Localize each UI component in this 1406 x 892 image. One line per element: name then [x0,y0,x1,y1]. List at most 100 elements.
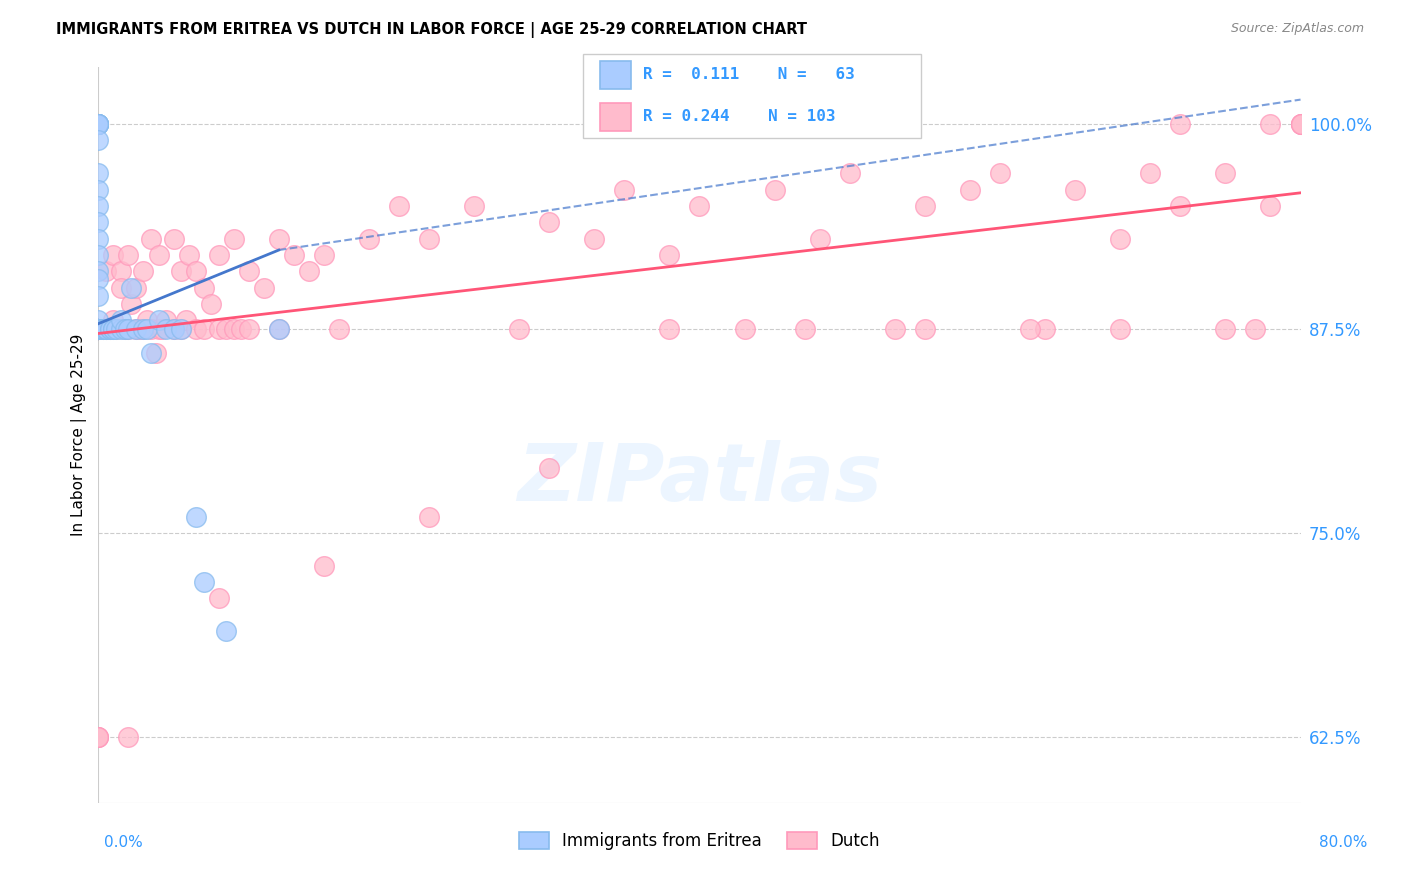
Point [793,321,815,335]
Point [1109,321,1132,335]
Point [94,321,117,335]
Point [87,117,110,131]
Point [110,280,132,294]
Point [87,321,110,335]
Point [312,558,335,573]
Point [87,321,110,335]
Text: 80.0%: 80.0% [1319,836,1367,850]
Point [103,321,125,335]
Point [688,199,710,213]
Point [222,231,245,245]
Point [1260,117,1282,131]
Point [117,731,139,745]
Point [87,117,110,131]
Point [1289,117,1312,131]
Point [103,313,125,327]
Point [155,313,177,327]
Point [148,313,170,327]
Point [87,321,110,335]
Point [959,182,981,196]
Point [87,166,110,180]
Point [763,182,786,196]
Point [87,321,110,335]
Point [184,264,207,278]
Point [135,313,157,327]
Point [1019,321,1042,335]
Point [91,321,114,335]
Point [117,248,139,262]
Point [87,264,110,278]
Point [418,509,440,524]
Text: R = 0.244    N = 103: R = 0.244 N = 103 [643,110,835,124]
Point [208,248,231,262]
Point [734,321,756,335]
Point [139,231,162,245]
Point [132,321,155,335]
Point [87,313,110,327]
Point [117,321,139,335]
Point [87,321,110,335]
Point [583,231,606,245]
Point [193,321,215,335]
Point [162,321,184,335]
Point [658,321,681,335]
Point [110,313,132,327]
Point [155,321,177,335]
Point [91,321,114,335]
Point [193,574,215,589]
Point [103,248,125,262]
Point [87,731,110,745]
Point [283,248,305,262]
Point [114,321,136,335]
Point [87,321,110,335]
Point [132,264,155,278]
Point [193,280,215,294]
Point [328,321,350,335]
Text: 0.0%: 0.0% [104,836,143,850]
Point [87,321,110,335]
Text: ZIPatlas: ZIPatlas [517,440,882,518]
Point [231,321,253,335]
Point [87,248,110,262]
Point [418,231,440,245]
Point [267,231,290,245]
Point [87,272,110,286]
Point [87,731,110,745]
Point [267,321,290,335]
Point [94,321,117,335]
Point [170,264,193,278]
Point [508,321,530,335]
Point [1139,166,1161,180]
Point [238,321,260,335]
Point [1033,321,1056,335]
Point [125,280,148,294]
Point [87,321,110,335]
Point [121,280,143,294]
Point [808,231,831,245]
Point [132,321,155,335]
Point [613,182,636,196]
Point [87,321,110,335]
Point [170,321,193,335]
Point [312,248,335,262]
Point [117,321,139,335]
Point [87,321,110,335]
Point [87,321,110,335]
Point [139,346,162,360]
Point [215,321,238,335]
Point [135,321,157,335]
Point [87,321,110,335]
Point [200,297,222,311]
Point [148,248,170,262]
Point [87,117,110,131]
Point [110,321,132,335]
Point [177,248,200,262]
Point [87,182,110,196]
Point [1064,182,1087,196]
Point [105,321,128,335]
Text: R =  0.111    N =   63: R = 0.111 N = 63 [643,68,855,82]
Point [1289,117,1312,131]
Point [87,199,110,213]
Legend: Immigrants from Eritrea, Dutch: Immigrants from Eritrea, Dutch [512,825,887,857]
Point [357,231,380,245]
